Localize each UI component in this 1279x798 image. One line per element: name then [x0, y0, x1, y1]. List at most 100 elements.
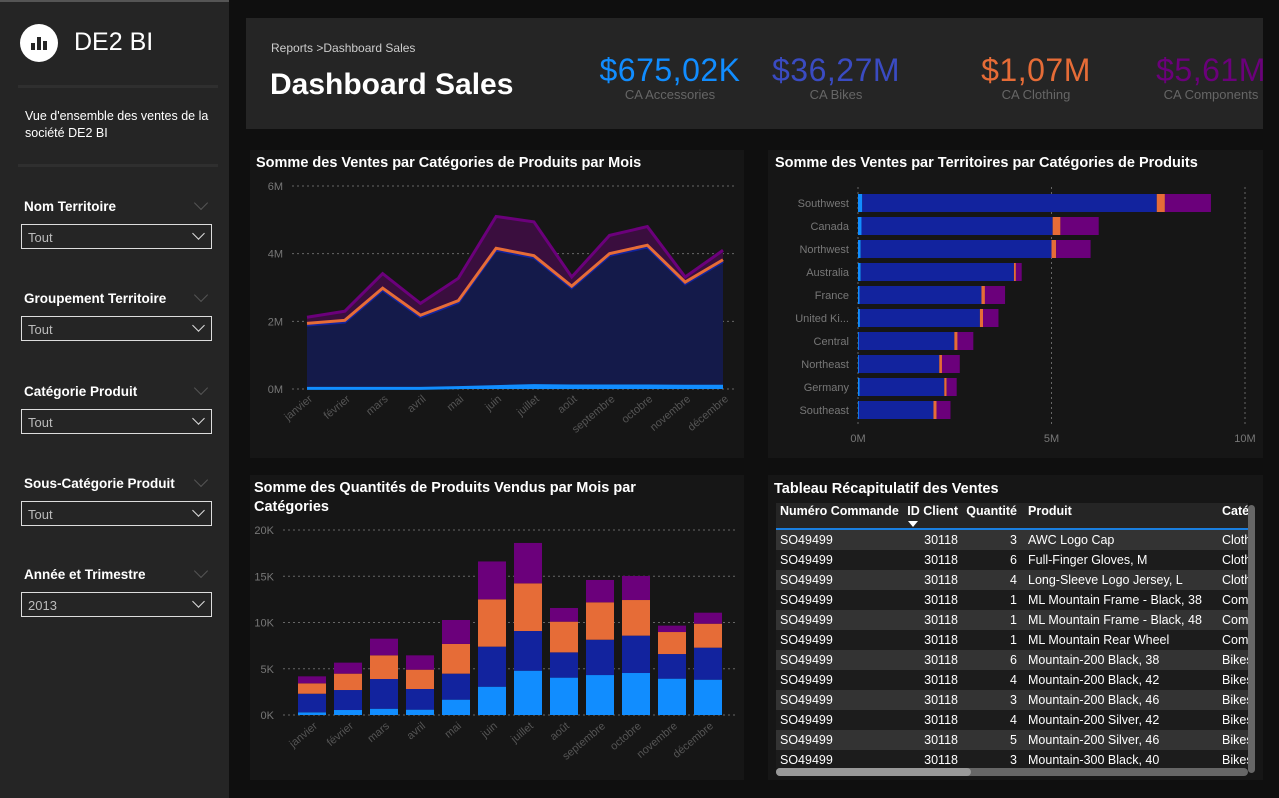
x-tick-label: octobre: [619, 393, 655, 426]
bar-chart-icon: [20, 24, 58, 62]
bar-clothing: [370, 655, 398, 680]
bar-components: [586, 579, 614, 603]
y-tick-label: 2M: [268, 316, 283, 328]
page-title: Dashboard Sales: [270, 68, 514, 101]
table-cell: 30118: [924, 613, 958, 627]
bar-components: [298, 676, 326, 684]
column-header[interactable]: Catégorie: [1222, 504, 1248, 518]
scroll-thumb[interactable]: [776, 768, 971, 776]
table-row[interactable]: SO49499 30118 3 Mountain-200 Black, 46 Bikes: [776, 690, 1248, 710]
table-row[interactable]: SO49499 30118 1 ML Mountain Rear Wheel Compo…: [776, 630, 1248, 650]
column-header[interactable]: Quantité: [966, 504, 1017, 518]
bar-bikes: [442, 673, 470, 700]
table-cell: Clothing: [1222, 533, 1248, 547]
bar-accessories: [858, 332, 860, 350]
y-tick-label: 5K: [261, 664, 275, 676]
x-tick-label: décembre: [686, 393, 731, 434]
kpi-label: CA Accessories: [624, 87, 716, 102]
bar-bikes: [858, 355, 940, 373]
slicer-dropdown[interactable]: Tout: [21, 224, 212, 249]
divider: [18, 85, 218, 88]
breadcrumb[interactable]: Reports >Dashboard Sales: [271, 41, 416, 55]
sales-table[interactable]: Numéro Commande ID Client Quantité Produit C…: [776, 503, 1248, 768]
table-cell: 1: [1010, 633, 1017, 647]
vertical-scrollbar[interactable]: [1248, 505, 1255, 773]
x-tick-label: février: [325, 720, 356, 749]
bar-bikes: [370, 679, 398, 709]
table-row[interactable]: SO49499 30118 1 ML Mountain Frame - Black, …: [776, 610, 1248, 630]
table-row[interactable]: SO49499 30118 6 Full-Finger Gloves, M Clothi…: [776, 550, 1248, 570]
table-header: [776, 503, 1248, 530]
table-cell: 4: [1010, 573, 1017, 587]
x-tick-label: août: [556, 393, 580, 416]
table-row[interactable]: SO49499 30118 3 Mountain-300 Black, 40 Bikes: [776, 750, 1248, 768]
table-cell: Mountain-200 Silver, 46: [1028, 733, 1160, 747]
table-cell: 30118: [924, 713, 958, 727]
bar-clothing: [658, 632, 686, 655]
slicer-dropdown[interactable]: Tout: [21, 501, 212, 526]
bar-bikes: [858, 332, 955, 350]
column-header[interactable]: ID Client: [907, 504, 958, 518]
table-cell: Mountain-200 Black, 46: [1028, 693, 1160, 707]
table-cell: Mountain-200 Silver, 42: [1028, 713, 1160, 727]
bar-clothing: [954, 332, 958, 350]
bar-clothing: [442, 643, 470, 674]
table-row[interactable]: SO49499 30118 4 Mountain-200 Silver, 42 Bike…: [776, 710, 1248, 730]
table-cell: 30118: [924, 693, 958, 707]
table-cell: Bikes: [1222, 733, 1248, 747]
y-tick-label: United Ki...: [795, 313, 849, 325]
bar-clothing: [1051, 240, 1057, 258]
area-bikes: [307, 246, 723, 389]
table-cell: SO49499: [780, 753, 833, 767]
column-header[interactable]: Numéro Commande: [780, 504, 899, 518]
bar-components: [1164, 194, 1211, 212]
sort-descending-icon[interactable]: [908, 521, 918, 527]
horizontal-scrollbar[interactable]: [776, 768, 1248, 776]
table-cell: Mountain-300 Black, 40: [1028, 753, 1160, 767]
table-cell: 30118: [924, 673, 958, 687]
bar-clothing: [1013, 263, 1016, 281]
table-row[interactable]: SO49499 30118 3 AWC Logo Cap Clothing: [776, 530, 1248, 550]
x-tick-label: avril: [405, 393, 428, 415]
slicer-dropdown[interactable]: Tout: [21, 316, 212, 341]
table-row[interactable]: SO49499 30118 1 ML Mountain Frame - Black, …: [776, 590, 1248, 610]
y-tick-label: 4M: [268, 249, 283, 261]
y-tick-label: Southwest: [798, 198, 849, 210]
table-cell: 4: [1010, 673, 1017, 687]
x-tick-label: mai: [445, 393, 466, 414]
slicer-title: Groupement Territoire: [24, 291, 167, 306]
bar-clothing: [939, 355, 942, 373]
bar-clothing: [933, 401, 937, 419]
column-header[interactable]: Produit: [1028, 504, 1072, 518]
bar-clothing: [514, 583, 542, 632]
table-cell: AWC Logo Cap: [1028, 533, 1115, 547]
y-tick-label: 15K: [254, 571, 274, 583]
bar-accessories: [858, 263, 861, 281]
header: Reports >Dashboard Sales Dashboard Sales…: [246, 18, 1265, 129]
bar-clothing: [298, 683, 326, 694]
slicer-dropdown[interactable]: Tout: [21, 409, 212, 434]
table-cell: SO49499: [780, 533, 833, 547]
table-cell: Clothing: [1222, 573, 1248, 587]
table-row[interactable]: SO49499 30118 5 Mountain-200 Silver, 46 Bike…: [776, 730, 1248, 750]
table-row[interactable]: SO49499 30118 4 Long-Sleeve Logo Jersey, L C…: [776, 570, 1248, 590]
bar-components: [694, 612, 722, 624]
bar-components: [936, 401, 951, 419]
table-row[interactable]: SO49499 30118 4 Mountain-200 Black, 42 Bikes: [776, 670, 1248, 690]
table-cell: 5: [1010, 733, 1017, 747]
kpi-card: $5,61M CA Components: [1126, 52, 1279, 102]
table-row[interactable]: SO49499 30118 6 Mountain-200 Black, 38 Bikes: [776, 650, 1248, 670]
bar-accessories: [478, 686, 506, 715]
bar-clothing: [550, 621, 578, 653]
slicer-dropdown[interactable]: 2013: [21, 592, 212, 617]
bar-accessories: [858, 194, 863, 212]
description: Vue d'ensemble des ventes de la société …: [25, 109, 209, 140]
bar-components: [1015, 263, 1022, 281]
table-cell: ML Mountain Frame - Black, 38: [1028, 593, 1202, 607]
bar-bikes: [858, 401, 934, 419]
table-cell: SO49499: [780, 553, 833, 567]
x-tick-label: août: [548, 720, 572, 743]
bar-accessories: [658, 678, 686, 715]
bar-clothing: [478, 599, 506, 647]
